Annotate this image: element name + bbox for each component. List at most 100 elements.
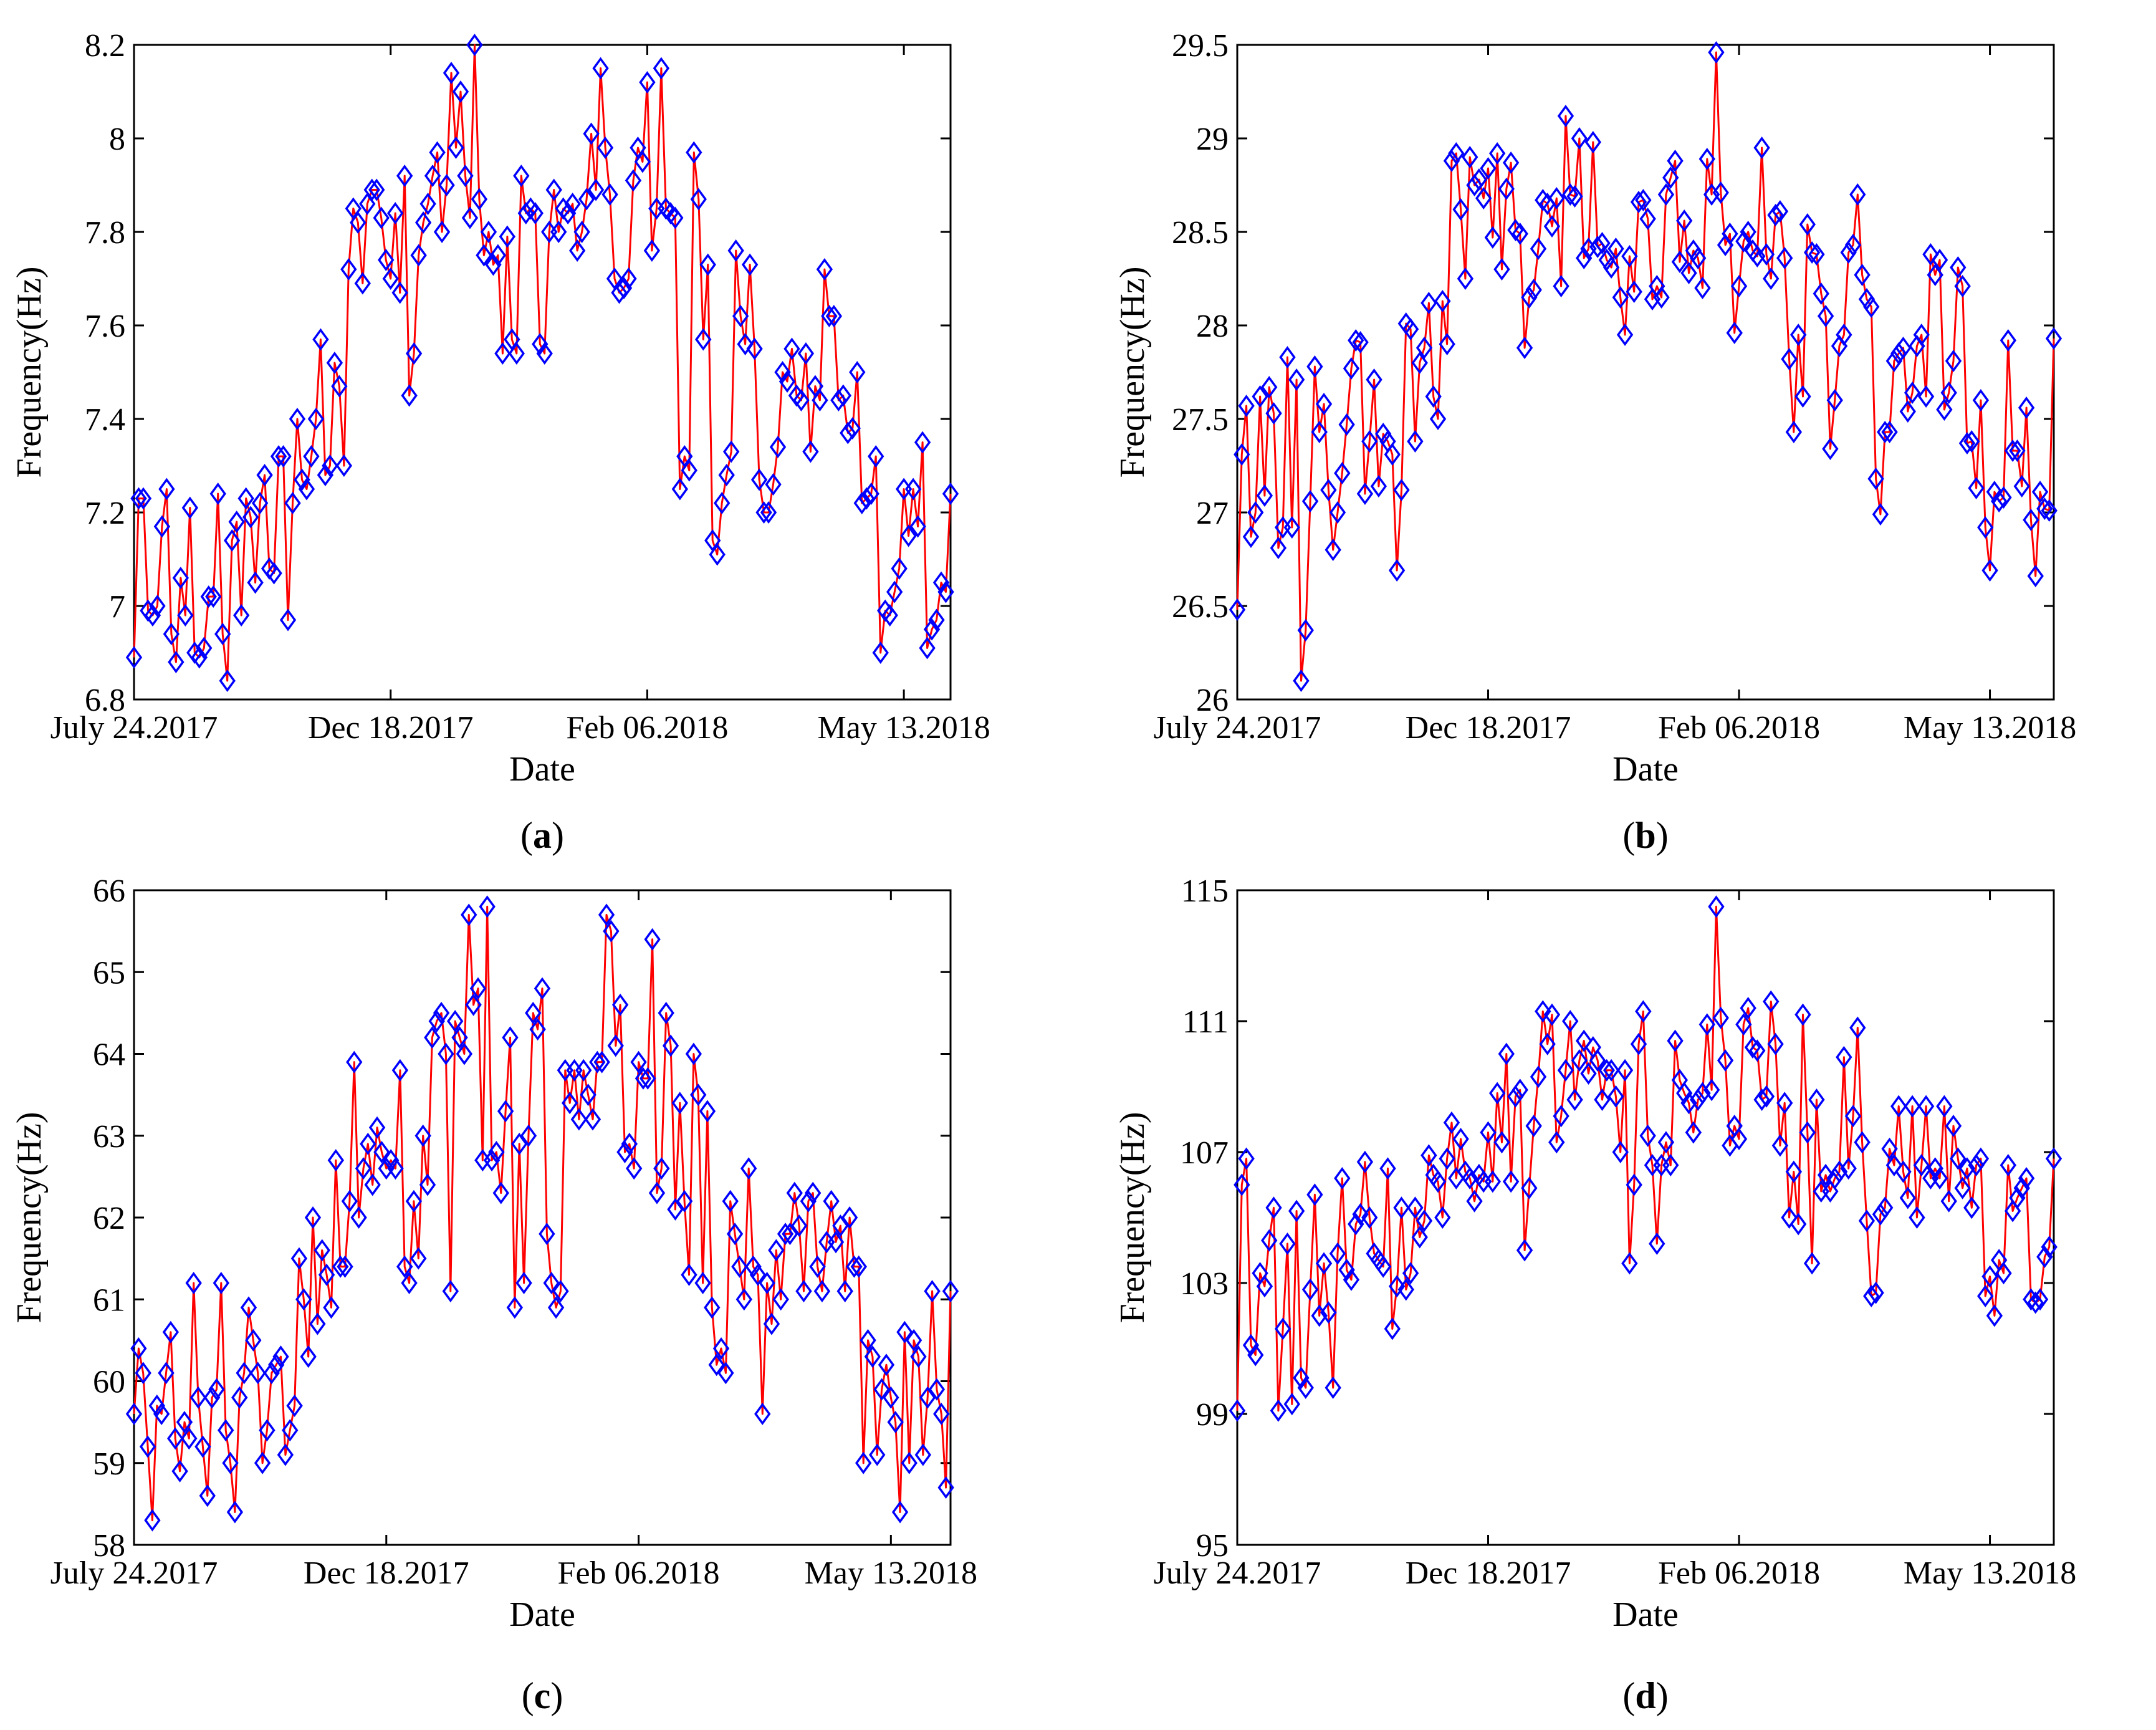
data-point [901, 1451, 917, 1474]
data-point [245, 1329, 262, 1352]
data-point [928, 1378, 946, 1401]
data-point [1735, 1013, 1752, 1036]
data-point [1229, 598, 1246, 621]
x-axis-label: Date [1612, 1595, 1679, 1634]
data-point [513, 165, 530, 187]
data-point [850, 1255, 867, 1278]
data-point [1808, 243, 1825, 266]
data-point [726, 1223, 744, 1246]
data-point [1466, 174, 1483, 196]
data-point [625, 169, 642, 192]
data-point [318, 1263, 335, 1286]
x-axis-label: Date [509, 750, 575, 789]
data-point [1301, 1278, 1319, 1301]
data-point [448, 137, 464, 159]
data-point [1452, 1128, 1469, 1150]
data-point [653, 57, 670, 80]
data-point [177, 604, 194, 627]
data-point [671, 478, 688, 501]
data-point [200, 585, 217, 608]
data-point [2018, 1167, 2035, 1189]
data-point [630, 1050, 647, 1074]
data-point [295, 1288, 312, 1311]
data-point [891, 1501, 909, 1524]
data-point [275, 445, 292, 468]
data-point [1297, 1377, 1314, 1399]
data-point [598, 903, 615, 926]
data-point [849, 361, 866, 383]
data-point [405, 342, 423, 365]
data-point [786, 1181, 803, 1204]
data-point [561, 1092, 578, 1115]
data-point [873, 1378, 890, 1401]
data-point [1909, 1206, 1925, 1229]
data-point [570, 1108, 588, 1131]
data-point [1480, 1121, 1497, 1144]
data-point [1320, 479, 1337, 501]
data-point [1867, 468, 1884, 490]
data-point [709, 543, 726, 566]
data-point [765, 473, 782, 496]
data-point [568, 239, 586, 262]
data-point [1995, 486, 2012, 509]
data-point [139, 1435, 156, 1458]
data-point [479, 895, 496, 918]
data-point [456, 1042, 473, 1065]
data-point [1844, 234, 1862, 256]
data-point [213, 1272, 230, 1294]
data-point [168, 651, 184, 673]
data-point [755, 501, 772, 524]
data-point [1785, 1160, 1803, 1183]
data-point [130, 1337, 147, 1360]
data-point [520, 1124, 537, 1147]
data-point [1498, 178, 1515, 200]
data-point [1562, 183, 1579, 206]
panel-caption: (c) [522, 1675, 563, 1716]
data-point [900, 524, 917, 547]
data-point [368, 178, 385, 201]
data-point [740, 1157, 757, 1180]
data-point [135, 1362, 151, 1385]
data-point [446, 1010, 464, 1032]
data-point [247, 571, 264, 594]
y-tick-label: 107 [1180, 1135, 1229, 1171]
data-point [346, 1050, 363, 1074]
data-point [162, 1320, 180, 1343]
y-tick-label: 99 [1196, 1397, 1229, 1433]
data-point [1635, 189, 1652, 211]
data-point [1995, 1262, 2012, 1285]
data-point [1493, 1131, 1510, 1154]
data-point [621, 1132, 638, 1155]
data-point [1261, 376, 1278, 398]
data-point [722, 1189, 739, 1213]
data-point [545, 178, 562, 201]
data-point [125, 1403, 143, 1425]
data-point [1649, 1233, 1665, 1255]
data-point [414, 211, 432, 234]
data-point [1963, 1196, 1980, 1219]
data-point [1429, 1170, 1447, 1193]
data-point [327, 1149, 344, 1172]
data-point [1571, 1049, 1588, 1072]
data-point [603, 920, 620, 943]
data-point [658, 1001, 674, 1024]
data-point [768, 1239, 785, 1262]
data-point [671, 1092, 688, 1115]
data-point [312, 328, 329, 351]
data-point [1470, 168, 1488, 191]
data-point [433, 221, 451, 243]
data-point [690, 1084, 707, 1107]
data-point [1653, 286, 1670, 309]
data-point [868, 445, 884, 468]
data-point [1384, 1317, 1401, 1340]
data-point [782, 1223, 798, 1246]
data-point [1234, 1173, 1250, 1196]
data-point [1393, 1196, 1410, 1219]
y-tick-label: 7.6 [85, 309, 125, 344]
data-point [643, 239, 661, 262]
data-point [813, 1280, 831, 1303]
data-point [1434, 290, 1451, 312]
data-point [163, 623, 180, 645]
data-point [1384, 443, 1401, 466]
data-point [1502, 151, 1520, 174]
